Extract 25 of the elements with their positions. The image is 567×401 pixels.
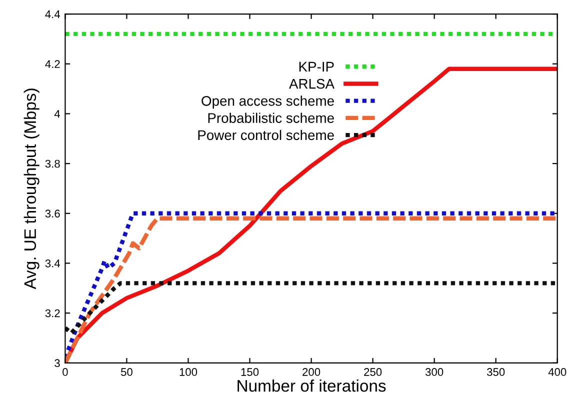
legend-label: Open access scheme	[202, 96, 334, 109]
y-tick-label: 4.2	[45, 60, 60, 68]
legend-label: Power control scheme	[198, 130, 334, 140]
x-tick-label: 200	[302, 368, 320, 376]
x-axis-title: Number of iterations	[238, 380, 386, 392]
x-tick-label: 100	[180, 368, 198, 376]
x-tick-label: 150	[241, 368, 259, 376]
y-tick-label: 3.4	[45, 259, 60, 268]
y-tick-label: 4	[54, 110, 60, 118]
line-series	[65, 281, 558, 336]
x-tick-label: 250	[364, 368, 382, 376]
x-tick-label: 0	[62, 368, 68, 376]
y-tick-label: 3.6	[45, 210, 60, 218]
legend-label: Probabilistic scheme	[208, 112, 334, 123]
y-tick-label: 3.8	[45, 160, 60, 168]
y-tick-label: 3	[54, 359, 60, 368]
x-tick-label: 50	[120, 368, 132, 376]
legend-label: KP-IP	[299, 62, 334, 72]
y-tick-label: 3.2	[45, 309, 60, 318]
x-tick-label: 350	[486, 368, 505, 376]
x-tick-label: 400	[548, 368, 566, 376]
legend-label: ARLSA	[289, 78, 335, 89]
y-tick-label: 4.4	[45, 10, 60, 18]
x-tick-label: 300	[425, 368, 444, 376]
y-axis-title: Avg. UE throughput (Mbps)	[24, 88, 40, 290]
